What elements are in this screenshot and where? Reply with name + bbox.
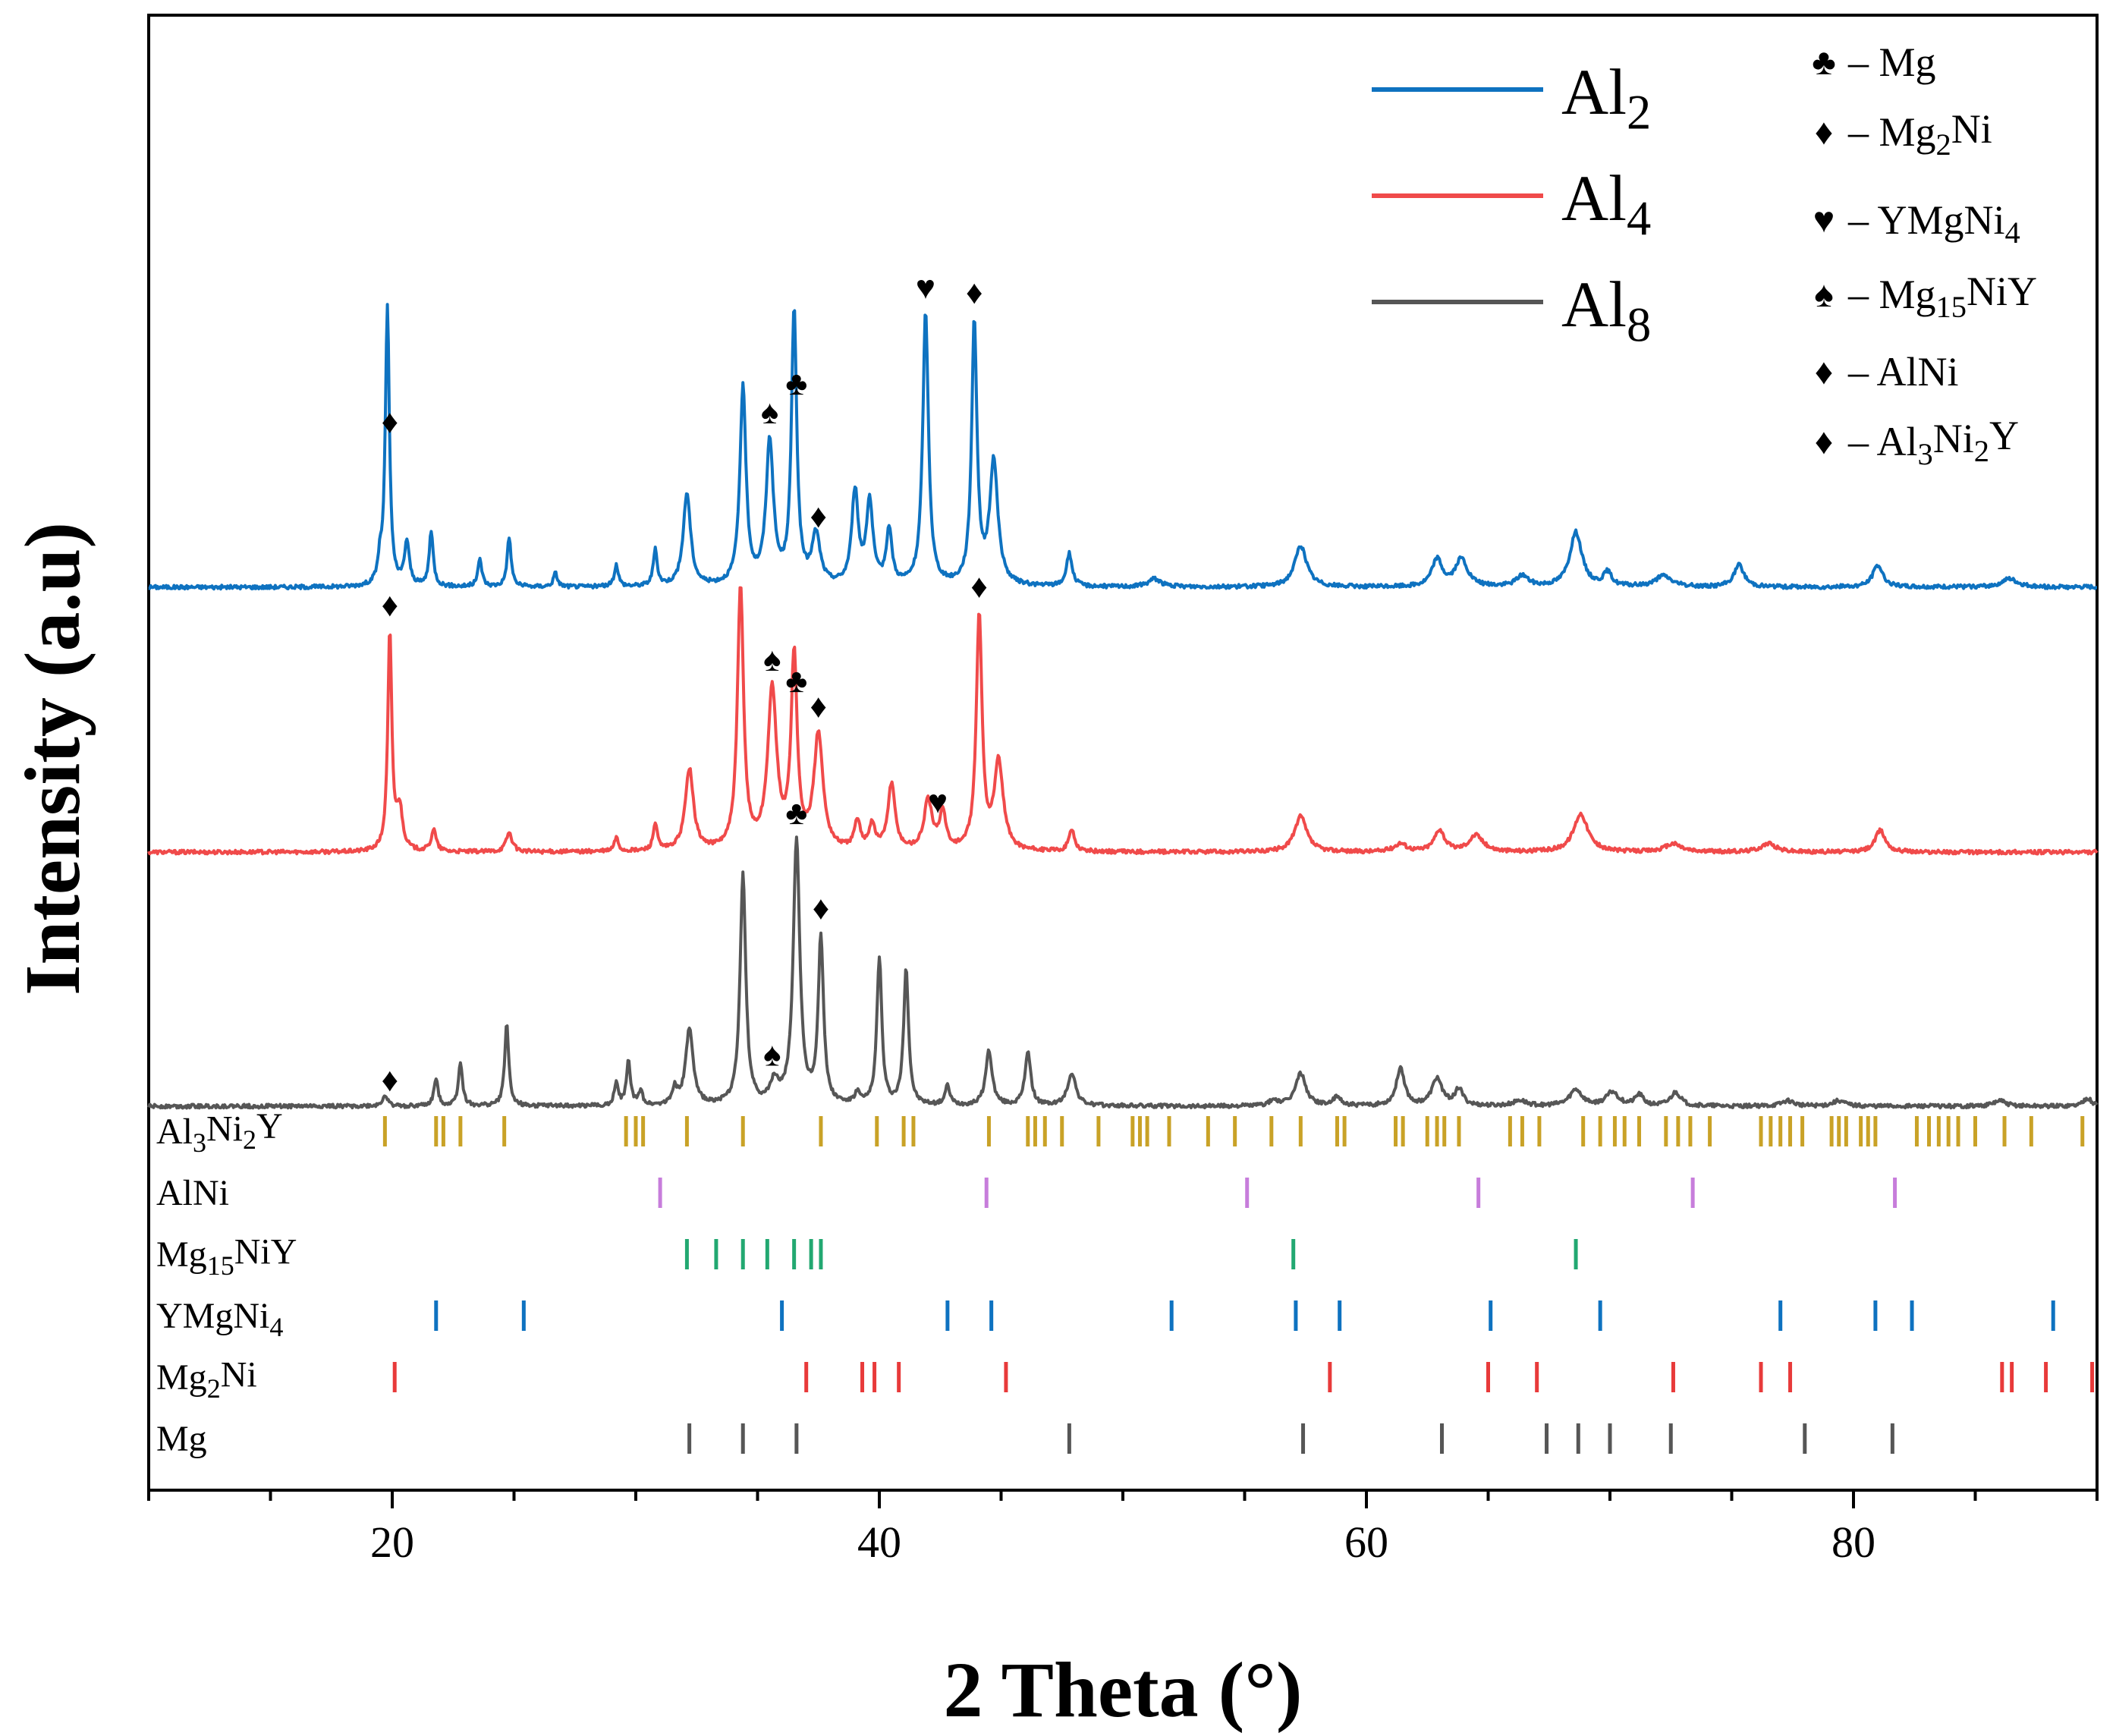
legend-symbol: ♠ [1814, 275, 1834, 315]
legend: Al2 Al4 Al8 ♣ – Mg ♦ – Mg2Ni ♥ – YMgNi4 ♠ – Mg15Ni… [1372, 39, 2037, 471]
reference-patterns: Al3Ni2Y AlNi Mg15NiY YMgNi4 Mg2Ni Mg [156, 1106, 2095, 1459]
reference-label: Mg15NiY [156, 1231, 297, 1280]
x-tick-label: 40 [857, 1517, 901, 1567]
legend-symbol-label: – AlNi [1847, 349, 1959, 395]
x-axis-ticks: 20 40 60 80 [147, 1490, 2099, 1567]
phase-marker: ♥ [928, 783, 948, 820]
phase-marker: ♣ [785, 794, 807, 832]
reference-label: AlNi [156, 1173, 229, 1213]
reference-label: YMgNi4 [156, 1296, 283, 1342]
legend-symbol-label: – Mg15NiY [1847, 269, 2037, 324]
legend-symbol-label: – Mg [1847, 39, 1936, 85]
phase-marker: ♦ [970, 568, 987, 605]
phase-marker: ♣ [785, 365, 807, 402]
legend-symbol: ♦ [1815, 352, 1834, 392]
legend-label-al8: Al8 [1561, 268, 1651, 351]
phase-marker: ♦ [382, 1061, 398, 1099]
series-line-al8 [147, 835, 2099, 1110]
phase-marker: ♠ [761, 394, 778, 431]
series-line-al2 [148, 303, 2098, 591]
series-layer [147, 303, 2099, 1110]
phase-marker: ♠ [763, 1036, 781, 1074]
x-tick-label: 20 [370, 1517, 414, 1567]
phase-marker: ♦ [810, 688, 827, 725]
x-tick-label: 60 [1344, 1517, 1388, 1567]
phase-marker: ♦ [382, 404, 398, 441]
phase-marker: ♦ [813, 890, 829, 927]
legend-label-al2: Al2 [1561, 55, 1651, 139]
legend-symbol: ♦ [1815, 112, 1834, 153]
series-line-al4 [147, 586, 2099, 856]
legend-symbol: ♥ [1813, 200, 1835, 241]
phase-marker: ♦ [810, 498, 827, 535]
legend-symbol-label: – Al3Ni2Y [1847, 413, 2019, 471]
plot-frame [147, 14, 2099, 1492]
reference-label: Al3Ni2Y [156, 1106, 283, 1158]
phase-marker: ♣ [785, 662, 807, 700]
phase-marker: ♦ [382, 587, 398, 624]
phase-markers: ♦♣♠♥ ♦♦♦♣♠♦♥♦♦♣♠♦ [382, 269, 988, 1098]
legend-symbol: ♣ [1812, 42, 1836, 83]
phase-marker: ♦ [966, 274, 983, 311]
legend-symbol-label: – Mg2Ni [1847, 106, 1992, 162]
x-tick-label: 80 [1831, 1517, 1875, 1567]
phase-marker: ♥ [916, 269, 935, 306]
legend-symbol-label: – YMgNi4 [1847, 197, 2020, 250]
legend-symbol: ♦ [1815, 422, 1834, 462]
x-axis-title: 2 Theta (°) [944, 1646, 1303, 1734]
phase-marker: ♠ [763, 641, 781, 678]
reference-label: Mg [156, 1419, 207, 1459]
reference-label: Mg2Ni [156, 1354, 257, 1403]
legend-label-al4: Al4 [1561, 162, 1651, 245]
y-axis-title: Intensity (a.u) [9, 522, 96, 995]
